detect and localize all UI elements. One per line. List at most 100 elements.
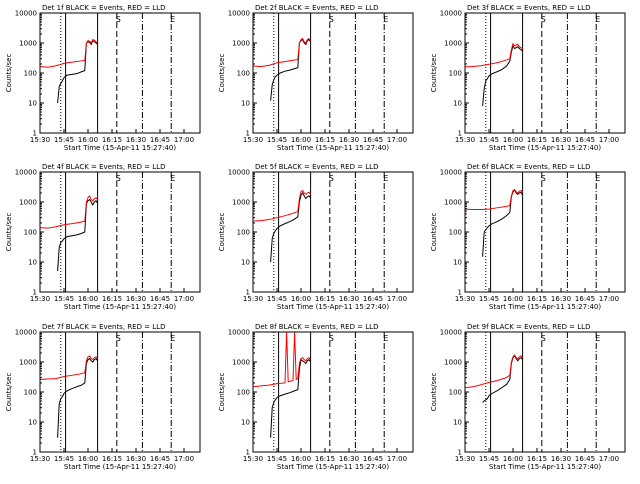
panel-2: Det 2f BLACK = Events, RED = LLD S E 1 10 100… [218, 4, 414, 152]
x-tick-label: 15:45 [267, 295, 287, 303]
x-tick-label: 15:45 [479, 295, 499, 303]
x-tick-label: 16:00 [291, 136, 311, 144]
y-tick-label: 10000 [440, 10, 462, 18]
marker-s-label: S [541, 174, 546, 183]
series-lld-line [252, 37, 311, 67]
y-tick-label: 10 [28, 259, 37, 267]
x-axis-label: Start Time (15-Apr-11 15:27:40) [277, 303, 389, 311]
panel-1: Det 1f BLACK = Events, RED = LLD S E 1 10 100… [5, 4, 201, 152]
x-tick-label: 17:00 [387, 295, 407, 303]
plot-frame [252, 171, 414, 293]
y-tick-label: 1000 [232, 359, 250, 367]
series-events-line [482, 355, 523, 403]
x-axis-label: Start Time (15-Apr-11 15:27:40) [277, 144, 389, 152]
x-tick-label: 16:00 [291, 295, 311, 303]
x-tick-label: 16:30 [339, 455, 359, 463]
x-tick-label: 16:00 [503, 455, 523, 463]
x-tick-label: 16:30 [551, 136, 571, 144]
series-events-line [57, 357, 99, 438]
x-tick-label: 17:00 [599, 136, 619, 144]
y-tick-label: 10 [28, 419, 37, 427]
x-axis-label: Start Time (15-Apr-11 15:27:40) [489, 463, 601, 471]
panel-title: Det 8f BLACK = Events, RED = LLD [255, 323, 378, 331]
x-tick-label: 15:45 [54, 295, 74, 303]
panel-title: Det 5f BLACK = Events, RED = LLD [255, 163, 378, 171]
y-axis-label: Counts/sec [430, 373, 438, 412]
y-axis-label: Counts/sec [218, 54, 226, 93]
panel-9: Det 9f BLACK = Events, RED = LLD S E 1 10 100… [430, 323, 626, 471]
y-axis-label: Counts/sec [5, 54, 13, 93]
x-tick-label: 16:30 [126, 136, 146, 144]
y-tick-label: 1000 [19, 40, 37, 48]
plot-frame [464, 331, 626, 453]
x-tick-label: 15:30 [455, 136, 475, 144]
panel-title: Det 4f BLACK = Events, RED = LLD [42, 163, 165, 171]
marker-e-label: E [383, 15, 388, 24]
series-lld-line [464, 188, 523, 211]
x-tick-label: 15:45 [267, 136, 287, 144]
marker-e-label: E [595, 15, 600, 24]
marker-s-label: S [541, 15, 546, 24]
x-tick-label: 16:45 [150, 455, 170, 463]
y-tick-label: 100 [449, 229, 462, 237]
y-tick-label: 1000 [444, 359, 462, 367]
x-tick-label: 17:00 [174, 455, 194, 463]
y-tick-label: 10 [453, 100, 462, 108]
marker-s-label: S [329, 15, 334, 24]
x-tick-label: 16:15 [102, 455, 122, 463]
x-tick-label: 17:00 [599, 295, 619, 303]
panel-6: Det 6f BLACK = Events, RED = LLD S E 1 10 100… [430, 163, 626, 311]
x-tick-label: 16:45 [363, 295, 383, 303]
x-tick-label: 16:15 [527, 455, 547, 463]
marker-e-label: E [170, 334, 175, 343]
y-tick-label: 10 [241, 100, 250, 108]
y-tick-label: 1 [33, 289, 37, 297]
panel-8: Det 8f BLACK = Events, RED = LLD S E 1 10 100… [218, 323, 414, 471]
marker-s-label: S [541, 334, 546, 343]
series-events-line [270, 38, 312, 101]
y-tick-label: 10000 [15, 329, 37, 337]
y-tick-label: 1000 [19, 359, 37, 367]
x-tick-label: 17:00 [174, 295, 194, 303]
series-lld-line [39, 38, 98, 68]
y-tick-label: 100 [24, 229, 37, 237]
marker-e-label: E [383, 174, 388, 183]
x-tick-label: 16:30 [551, 295, 571, 303]
x-tick-label: 16:45 [363, 136, 383, 144]
x-tick-label: 16:45 [575, 295, 595, 303]
series-events-line [57, 39, 98, 104]
series-events-line [57, 198, 99, 272]
y-tick-label: 1 [458, 289, 462, 297]
y-tick-label: 10 [241, 259, 250, 267]
y-tick-label: 10000 [440, 169, 462, 177]
x-tick-label: 16:00 [78, 295, 98, 303]
panel-3: Det 3f BLACK = Events, RED = LLD S E 1 10 100… [430, 4, 626, 152]
x-tick-label: 15:45 [267, 455, 287, 463]
marker-s-label: S [116, 334, 121, 343]
x-tick-label: 16:15 [315, 455, 335, 463]
x-tick-label: 16:15 [527, 295, 547, 303]
x-tick-label: 15:30 [243, 136, 263, 144]
x-axis-label: Start Time (15-Apr-11 15:27:40) [489, 144, 601, 152]
x-tick-label: 16:30 [339, 136, 359, 144]
y-tick-label: 100 [237, 70, 250, 78]
series-lld-line [464, 354, 523, 389]
marker-s-label: S [329, 174, 334, 183]
x-tick-label: 15:30 [455, 295, 475, 303]
series-lld-line [252, 189, 311, 222]
y-tick-label: 100 [24, 389, 37, 397]
x-tick-label: 16:45 [575, 136, 595, 144]
x-tick-label: 16:15 [315, 136, 335, 144]
plot-frame [464, 171, 626, 293]
y-tick-label: 10000 [228, 169, 250, 177]
y-tick-label: 10 [28, 100, 37, 108]
x-tick-label: 15:30 [243, 295, 263, 303]
marker-e-label: E [170, 174, 175, 183]
plot-frame [39, 12, 201, 134]
x-axis-label: Start Time (15-Apr-11 15:27:40) [489, 303, 601, 311]
marker-e-label: E [595, 334, 600, 343]
plot-frame [252, 331, 414, 453]
x-tick-label: 16:00 [291, 455, 311, 463]
y-tick-label: 10000 [440, 329, 462, 337]
